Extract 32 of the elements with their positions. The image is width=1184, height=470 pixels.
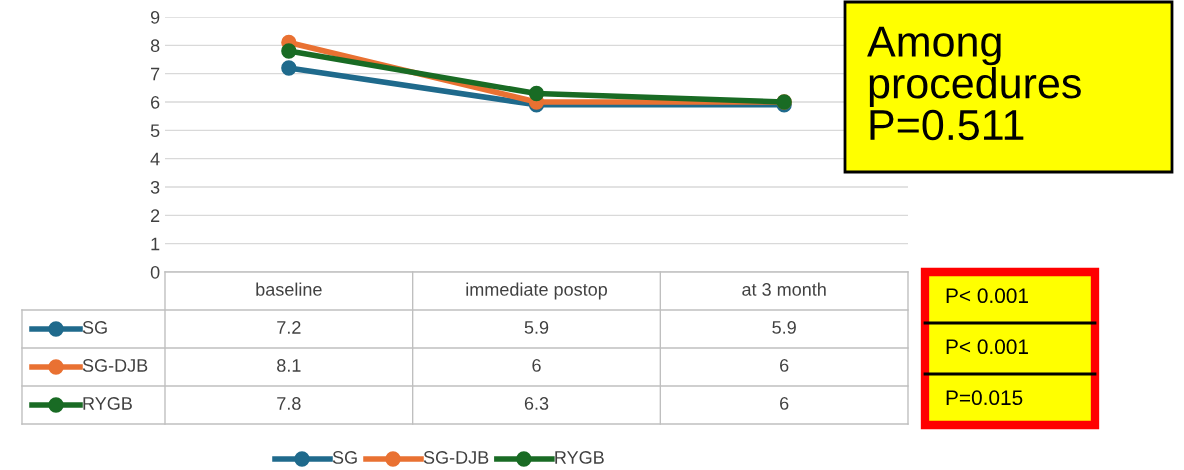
x-tick-label: immediate postop [466, 282, 607, 300]
annotation: Among procedures P=0.511 [867, 26, 1081, 141]
y-tick-label: 7 [151, 67, 160, 81]
data-label: 8.1 [277, 359, 301, 372]
y-tick-label: 1 [151, 237, 160, 251]
legend-label: SG-DJB [82, 359, 148, 372]
y-tick-label: 3 [150, 180, 160, 194]
legend-label: SG [82, 321, 107, 334]
y-tick-label: 2 [151, 209, 160, 222]
data-label: 7.2 [277, 321, 301, 334]
y-tick-label: 4 [150, 152, 160, 166]
text: SG [332, 451, 357, 464]
x-tick-label: at 3 month [742, 282, 826, 296]
data-label: 6.3 [524, 397, 549, 410]
text: P< 0.001 [946, 288, 1028, 304]
y-tick-label: 9 [150, 10, 160, 24]
text: SG-DJB [423, 451, 489, 464]
data-label: 5.9 [524, 321, 549, 334]
data-label: 6 [532, 359, 541, 372]
data-label: 6 [780, 397, 789, 410]
y-tick-label: 0 [150, 265, 160, 279]
y-tick-label: 8 [150, 39, 160, 53]
data-label: 7.8 [277, 397, 301, 410]
y-tick-label: 6 [151, 95, 160, 109]
data-label: 6 [780, 359, 789, 372]
text: P< 0.001 [946, 339, 1028, 355]
x-tick-label: baseline [256, 282, 322, 296]
data-label: 5.9 [772, 321, 796, 334]
text: RYGB [555, 451, 604, 464]
legend-label: RYGB [83, 397, 132, 410]
y-tick-label: 5 [150, 124, 160, 138]
text: P=0.015 [946, 390, 1023, 406]
